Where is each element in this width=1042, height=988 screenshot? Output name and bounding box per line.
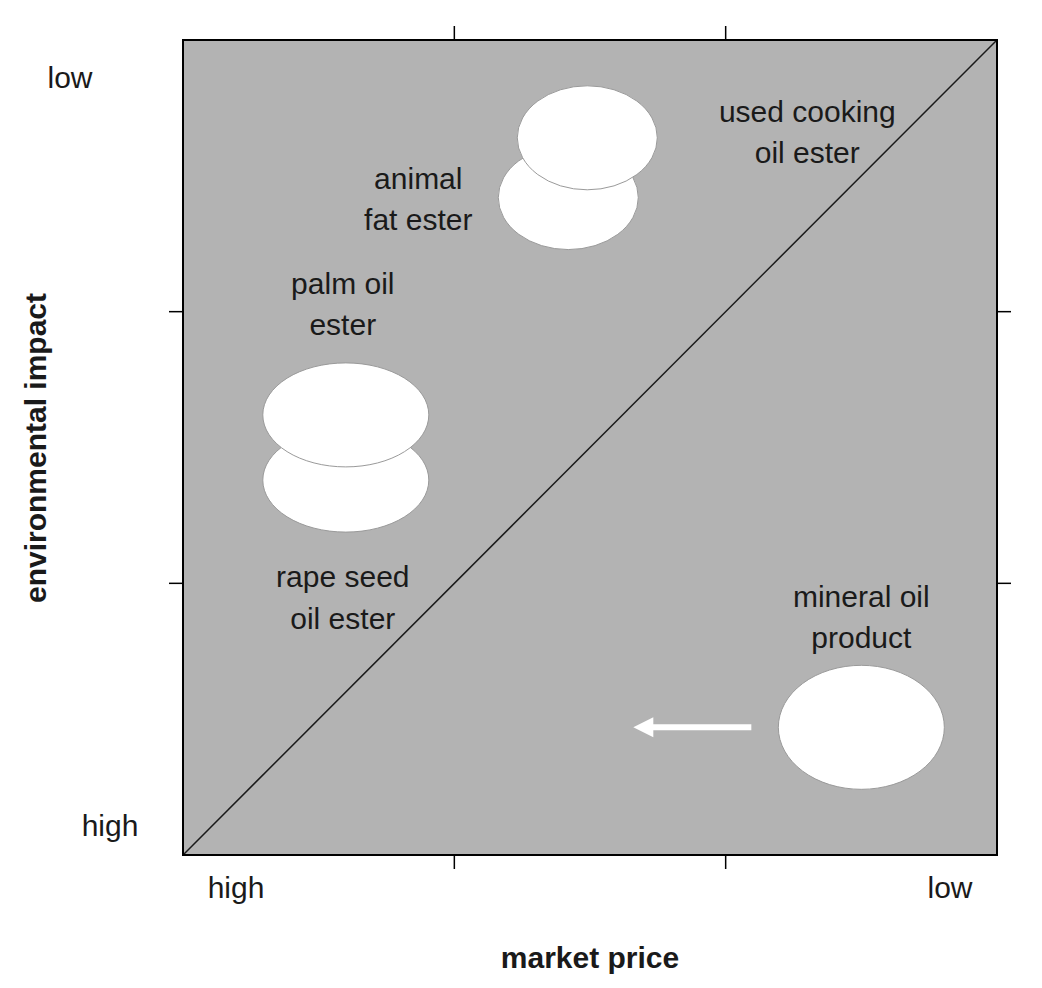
x-end-label: low: [927, 871, 972, 904]
item-label: rape seedoil ester: [276, 560, 409, 635]
y-tick: [169, 583, 183, 585]
y-tick: [997, 583, 1011, 585]
y-tick: [997, 311, 1011, 313]
x-tick: [725, 26, 727, 40]
item-ellipse: [778, 665, 944, 789]
item-ellipse: [517, 86, 657, 190]
x-tick: [725, 855, 727, 869]
item-ellipse: [263, 363, 429, 467]
item-label: mineral oilproduct: [793, 580, 930, 654]
arrow: [645, 724, 751, 730]
y-end-label: high: [82, 809, 139, 842]
y-end-label: low: [47, 61, 92, 94]
x-tick: [454, 26, 456, 40]
item-label: animalfat ester: [364, 162, 472, 236]
item-label: palm oilester: [291, 267, 394, 341]
marks: [183, 40, 997, 855]
arrow-head: [633, 717, 653, 737]
chart: rape seedoil ester palm oilester animalfat…: [0, 0, 1042, 988]
x-end-label: high: [208, 871, 265, 904]
plot-area: [183, 40, 997, 855]
frame: [183, 40, 997, 855]
y-tick: [169, 311, 183, 313]
y-axis-title: environmental impact: [19, 293, 52, 603]
x-axis-title: market price: [501, 941, 679, 974]
item-label: used cookingoil ester: [719, 95, 896, 169]
diagonal: [183, 40, 997, 855]
x-tick: [454, 855, 456, 869]
